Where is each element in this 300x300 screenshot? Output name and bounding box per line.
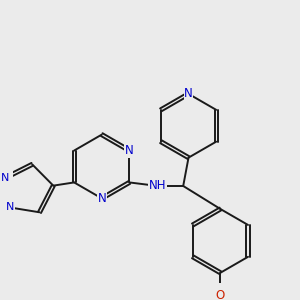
- Text: NH: NH: [149, 179, 166, 193]
- Text: N: N: [125, 144, 134, 157]
- Text: N: N: [184, 87, 193, 101]
- Text: O: O: [216, 289, 225, 300]
- Text: N: N: [1, 173, 10, 183]
- Text: N: N: [98, 192, 106, 205]
- Text: N: N: [6, 202, 14, 212]
